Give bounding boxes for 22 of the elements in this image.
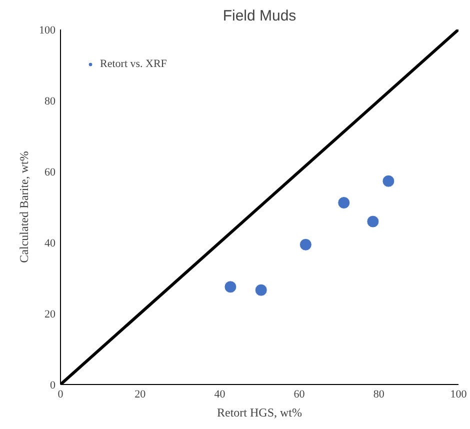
chart-title: Field Muds xyxy=(222,8,296,24)
legend-label: Retort vs. XRF xyxy=(100,58,167,70)
x-tick-label: 20 xyxy=(134,388,146,400)
x-tick-label: 40 xyxy=(214,388,226,400)
y-tick-label: 60 xyxy=(44,166,56,178)
y-axis-title: Calculated Barite, wt% xyxy=(17,151,31,263)
point xyxy=(366,215,380,228)
y-tick-label: 80 xyxy=(44,96,56,108)
point xyxy=(224,280,237,294)
y-tick-label: 20 xyxy=(44,308,56,320)
x-tick-label: 0 xyxy=(58,388,64,400)
x-tick-label: 100 xyxy=(450,388,468,400)
point xyxy=(254,284,268,296)
point xyxy=(382,174,395,188)
point xyxy=(299,238,312,251)
point xyxy=(338,196,350,209)
y-tick-label: 40 xyxy=(44,238,56,250)
x-axis-title: Retort HGS, wt% xyxy=(217,406,302,420)
x-tick-label: 60 xyxy=(294,388,306,400)
x-tick-label: 80 xyxy=(373,388,385,400)
y-tick-label: 100 xyxy=(39,24,56,36)
y-tick-label: 0 xyxy=(50,380,56,392)
